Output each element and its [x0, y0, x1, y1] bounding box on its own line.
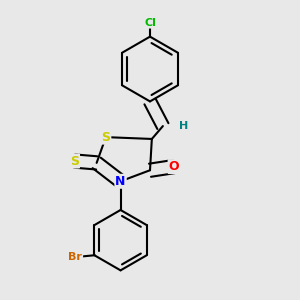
Text: Cl: Cl — [144, 18, 156, 28]
Text: S: S — [70, 154, 79, 167]
Text: Br: Br — [68, 252, 82, 262]
Text: S: S — [101, 130, 110, 144]
Text: H: H — [178, 121, 188, 131]
Text: O: O — [169, 160, 179, 173]
Text: N: N — [116, 175, 126, 188]
